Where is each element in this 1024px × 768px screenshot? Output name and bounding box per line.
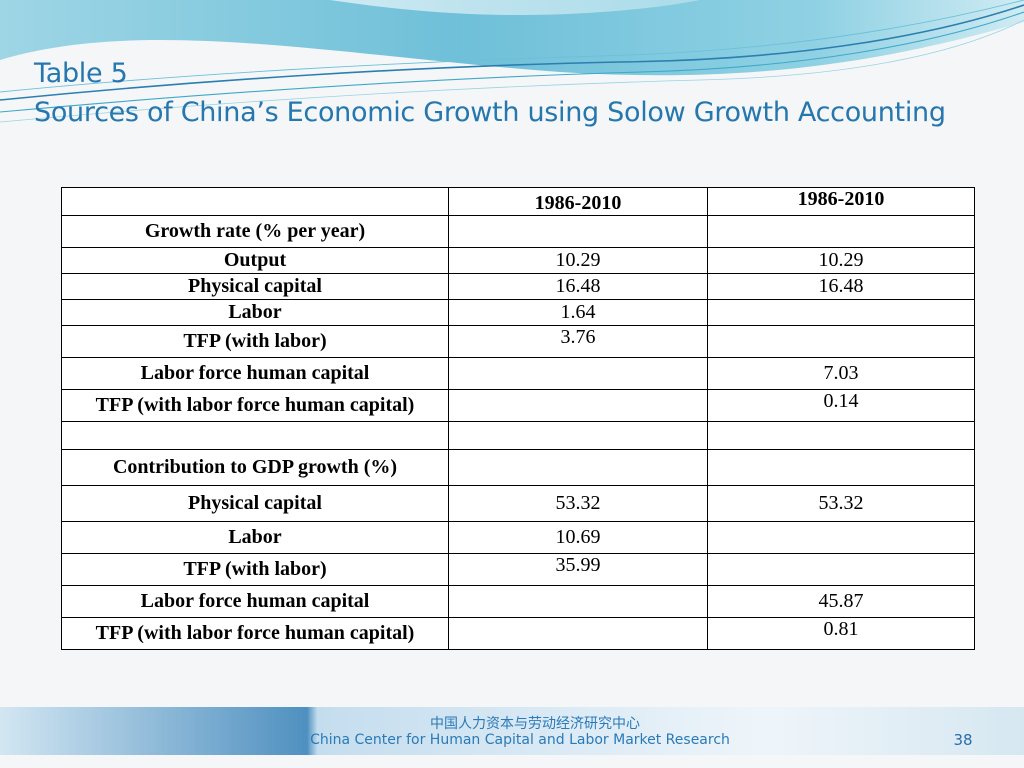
row-label: Labor: [61, 299, 449, 326]
title-line-table-number: Table 5: [34, 58, 128, 89]
header-cell-period-1: 1986-2010: [448, 187, 708, 216]
row-label: Physical capital: [61, 273, 449, 300]
row-label: Labor force human capital: [61, 357, 449, 390]
cell-value: 10.29: [448, 247, 708, 274]
cell-value: 1.64: [448, 299, 708, 326]
header-cell-period-2: 1986-2010: [707, 187, 975, 216]
row-label: Output: [61, 247, 449, 274]
footer-org-name-chinese: 中国人力资本与劳动经济研究中心: [430, 716, 640, 732]
header-swoosh-decoration: [0, 0, 1024, 123]
cell-value: 45.87: [707, 585, 975, 618]
cell-value: [448, 585, 708, 618]
footer-org-name-english: China Center for Human Capital and Labor…: [310, 732, 730, 748]
table-row: TFP (with labor) 35.99: [61, 553, 975, 586]
cell-value: 35.99: [448, 553, 708, 586]
cell-value: [707, 521, 975, 554]
table-row: Growth rate (% per year): [61, 215, 975, 248]
slide-title: Table 5 Sources of China’s Economic Grow…: [34, 54, 1014, 132]
table-row: Output 10.29 10.29: [61, 247, 975, 274]
row-label: Contribution to GDP growth (%): [61, 449, 449, 486]
cell-value: 10.29: [707, 247, 975, 274]
cell-value: [707, 215, 975, 248]
table-row: Physical capital 16.48 16.48: [61, 273, 975, 300]
cell-value: [707, 325, 975, 358]
cell-value: 53.32: [707, 485, 975, 522]
table-row: Labor force human capital 7.03: [61, 357, 975, 390]
cell-value: 7.03: [707, 357, 975, 390]
cell-value: [448, 617, 708, 650]
row-label: Labor force human capital: [61, 585, 449, 618]
row-label: TFP (with labor): [61, 325, 449, 358]
table-row-empty: [61, 421, 975, 450]
cell-value: [707, 553, 975, 586]
table-row: TFP (with labor force human capital) 0.1…: [61, 389, 975, 422]
header-cell-blank: [61, 187, 449, 216]
cell-value: 16.48: [448, 273, 708, 300]
title-line-heading: Sources of China’s Economic Growth using…: [34, 97, 946, 128]
cell-value: 0.81: [707, 617, 975, 650]
table-header-row: 1986-2010 1986-2010: [61, 187, 975, 216]
table-row: Labor 1.64: [61, 299, 975, 326]
cell-value: [707, 299, 975, 326]
cell-empty: [61, 421, 449, 450]
row-label: TFP (with labor force human capital): [61, 617, 449, 650]
cell-empty: [707, 421, 975, 450]
page-number: 38: [953, 731, 973, 749]
cell-value: [707, 449, 975, 486]
cell-value: [448, 357, 708, 390]
growth-accounting-table: 1986-2010 1986-2010 Growth rate (% per y…: [61, 187, 975, 650]
cell-value: 16.48: [707, 273, 975, 300]
cell-value: 0.14: [707, 389, 975, 422]
cell-value: 10.69: [448, 521, 708, 554]
row-label: TFP (with labor force human capital): [61, 389, 449, 422]
row-label: Growth rate (% per year): [61, 215, 449, 248]
cell-value: [448, 215, 708, 248]
table-row: TFP (with labor) 3.76: [61, 325, 975, 358]
table-row: Physical capital 53.32 53.32: [61, 485, 975, 522]
table-row: Labor 10.69: [61, 521, 975, 554]
table-row: Contribution to GDP growth (%): [61, 449, 975, 486]
cell-value: [448, 389, 708, 422]
cell-value: [448, 449, 708, 486]
cell-empty: [448, 421, 708, 450]
cell-value: 3.76: [448, 325, 708, 358]
cell-value: 53.32: [448, 485, 708, 522]
row-label: TFP (with labor): [61, 553, 449, 586]
row-label: Physical capital: [61, 485, 449, 522]
table-row: Labor force human capital 45.87: [61, 585, 975, 618]
footer-gradient-band: [0, 707, 1024, 755]
row-label: Labor: [61, 521, 449, 554]
table-row: TFP (with labor force human capital) 0.8…: [61, 617, 975, 650]
